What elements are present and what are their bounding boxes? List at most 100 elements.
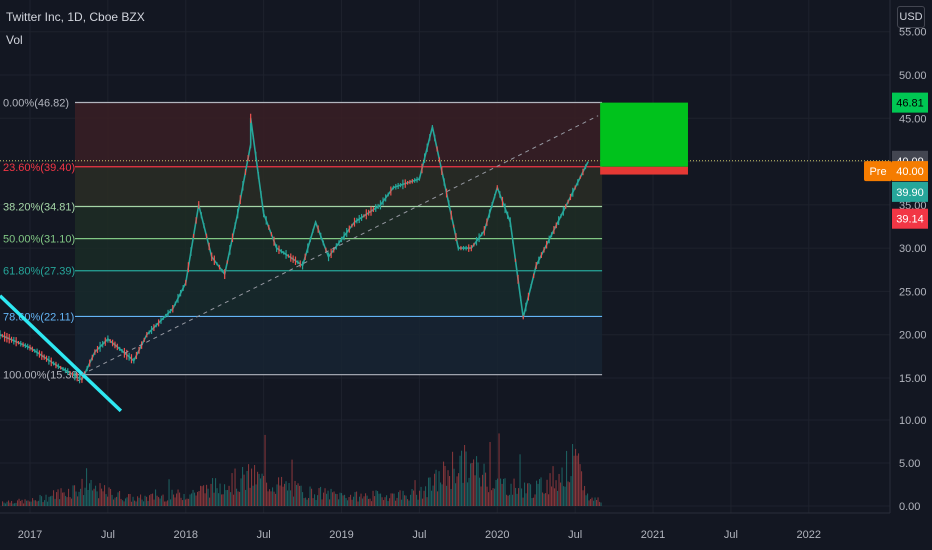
volume-bar xyxy=(83,495,85,506)
volume-indicator-label[interactable]: Vol xyxy=(6,33,23,47)
volume-bar xyxy=(41,496,43,506)
volume-bar xyxy=(15,502,17,506)
volume-bar xyxy=(287,490,289,506)
volume-bar xyxy=(42,502,44,506)
price-tag-value: 39.14 xyxy=(896,214,924,226)
volume-bar xyxy=(198,490,200,506)
volume-bar xyxy=(314,494,316,506)
chart-title[interactable]: Twitter Inc, 1D, Cboe BZX xyxy=(6,10,145,24)
volume-bar xyxy=(530,484,532,506)
volume-bar xyxy=(108,487,110,506)
volume-bar xyxy=(272,487,274,506)
volume-bar xyxy=(71,498,73,506)
volume-bar xyxy=(554,488,556,506)
volume-bar xyxy=(542,492,544,506)
volume-bar xyxy=(12,503,14,506)
volume-bar xyxy=(95,485,97,506)
volume-bar xyxy=(62,492,64,506)
volume-bar xyxy=(567,481,569,506)
volume-bar xyxy=(381,497,383,506)
volume-bar xyxy=(111,494,113,506)
volume-bar xyxy=(492,488,494,506)
volume-bar xyxy=(362,498,364,506)
time-tick-label: 2017 xyxy=(18,529,42,541)
volume-bar xyxy=(576,455,578,506)
volume-bar xyxy=(171,489,173,506)
volume-bar xyxy=(444,465,446,506)
volume-bar xyxy=(429,477,431,506)
volume-bar xyxy=(524,482,526,506)
volume-bar xyxy=(585,495,587,506)
fib-level-label: 61.80%(27.39) xyxy=(3,266,75,278)
price-series xyxy=(0,113,589,384)
volume-bar xyxy=(129,493,131,506)
volume-bar xyxy=(14,503,16,506)
volume-bar xyxy=(384,497,386,506)
volume-bar xyxy=(213,492,215,506)
volume-bar xyxy=(195,495,197,506)
volume-bar xyxy=(224,484,226,506)
position-target-zone xyxy=(600,102,688,167)
volume-bar xyxy=(212,478,214,506)
volume-bar xyxy=(51,495,53,506)
volume-bar xyxy=(438,471,440,506)
volume-bar xyxy=(486,486,488,506)
volume-bar xyxy=(159,498,161,506)
volume-bar xyxy=(93,488,95,506)
volume-bar xyxy=(533,497,535,506)
volume-bar xyxy=(318,488,320,506)
volume-bar xyxy=(594,497,596,506)
volume-bar xyxy=(404,495,406,506)
volume-bar xyxy=(305,497,307,506)
volume-bar xyxy=(527,483,529,506)
volume-bar xyxy=(33,500,35,506)
volume-bar xyxy=(354,492,356,506)
volume-bar xyxy=(510,483,512,506)
volume-bar xyxy=(462,482,464,506)
position-stop-zone xyxy=(600,166,688,175)
volume-bar xyxy=(273,491,275,506)
volume-bar xyxy=(102,491,104,506)
volume-bar xyxy=(69,497,71,506)
price-tick-label: 15.00 xyxy=(899,373,927,385)
currency-button[interactable]: USD xyxy=(897,6,925,28)
volume-bar xyxy=(470,463,472,506)
volume-bar xyxy=(113,499,115,506)
volume-bar xyxy=(374,496,376,506)
volume-bar xyxy=(63,492,65,506)
volume-bar xyxy=(467,482,469,506)
volume-bar xyxy=(188,498,190,506)
volume-bar xyxy=(75,491,77,506)
volume-bar xyxy=(590,498,592,506)
volume-bar xyxy=(449,476,451,506)
volume-bar xyxy=(176,493,178,506)
volume-bar xyxy=(228,485,230,506)
volume-bar xyxy=(279,485,281,506)
volume-bar xyxy=(72,485,74,506)
volume-bar xyxy=(60,488,62,506)
volume-bar xyxy=(170,499,172,506)
volume-bar xyxy=(234,468,236,506)
volume-bar xyxy=(578,453,580,506)
volume-bar xyxy=(87,489,89,506)
fib-anchor-line xyxy=(81,115,599,375)
volume-bar xyxy=(525,493,527,506)
volume-bar xyxy=(507,495,509,506)
price-tag xyxy=(892,181,928,202)
volume-bar xyxy=(275,493,277,506)
volume-bar xyxy=(66,497,68,506)
volume-bar xyxy=(390,493,392,506)
fib-zone-fill xyxy=(75,316,603,375)
volume-bar xyxy=(557,490,559,506)
volume-bar xyxy=(50,496,52,506)
volume-bar xyxy=(395,500,397,506)
volume-bar xyxy=(512,494,514,506)
volume-bar xyxy=(432,485,434,506)
volume-bar xyxy=(270,491,272,506)
volume-bar xyxy=(84,487,86,506)
volume-bar xyxy=(90,479,92,506)
volume-bar xyxy=(303,498,305,506)
volume-bar xyxy=(161,495,163,506)
volume-bar xyxy=(203,485,205,506)
